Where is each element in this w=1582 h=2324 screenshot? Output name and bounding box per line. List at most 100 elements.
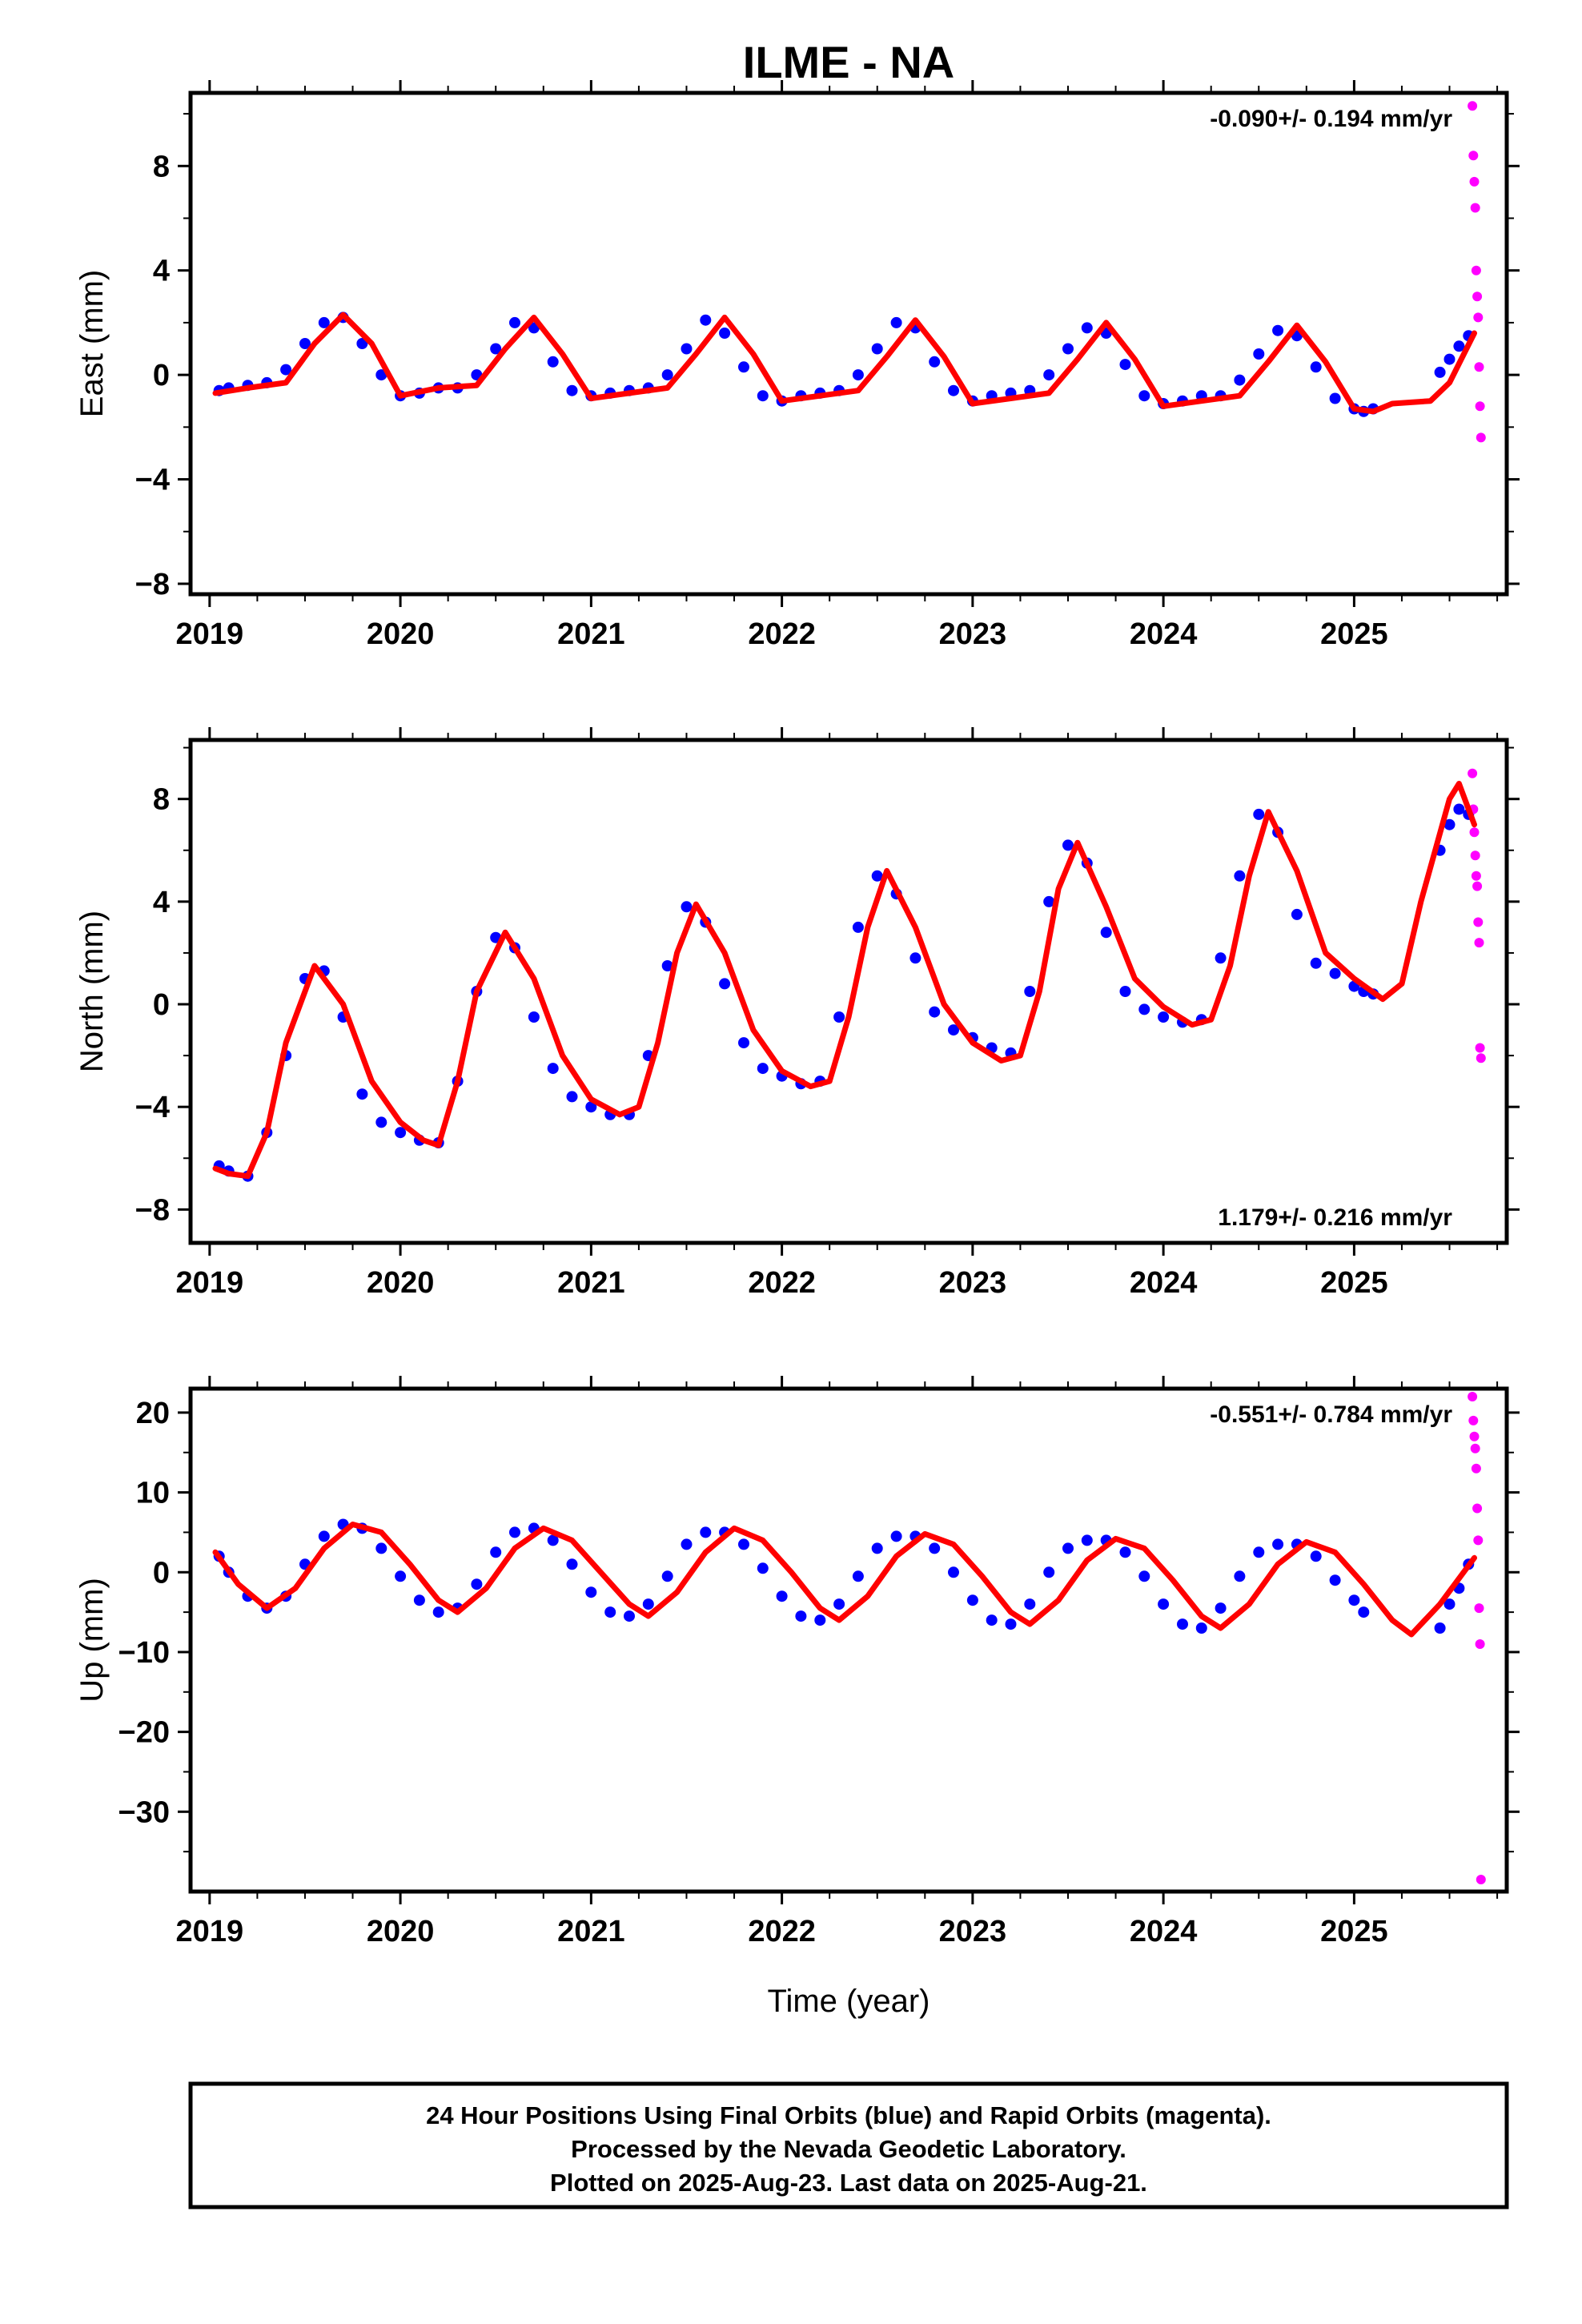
data-point <box>1453 803 1465 815</box>
data-point <box>1475 401 1485 412</box>
data-point <box>1473 1535 1484 1546</box>
data-point <box>1472 292 1483 302</box>
y-tick-label-north: −4 <box>135 1091 170 1124</box>
data-point <box>1469 176 1480 187</box>
x-tick-label-east: 2025 <box>1320 617 1388 651</box>
data-point <box>1158 1011 1170 1023</box>
x-tick-label-east: 2022 <box>748 617 816 651</box>
x-tick-label-up: 2020 <box>367 1915 435 1948</box>
plot-frame-up <box>188 1386 1509 1894</box>
data-point <box>776 1590 788 1602</box>
data-point <box>1443 818 1456 830</box>
data-point <box>833 1011 845 1023</box>
data-point <box>1470 1443 1480 1454</box>
data-point <box>681 1538 693 1550</box>
data-point <box>1434 1622 1446 1634</box>
data-point <box>1471 870 1481 881</box>
data-point <box>1005 1618 1017 1630</box>
series-rapid-orbits-up <box>1468 1392 1486 1884</box>
data-point <box>852 1570 864 1582</box>
y-tick-label-east: −8 <box>135 568 170 601</box>
chart-title: ILME - NA <box>743 37 954 87</box>
data-point <box>1476 432 1486 443</box>
data-point <box>1468 101 1478 111</box>
y-tick-label-north: 0 <box>153 988 170 1022</box>
data-point <box>1253 808 1265 820</box>
x-tick-label-north: 2024 <box>1130 1266 1198 1300</box>
data-point <box>1024 986 1036 997</box>
data-point <box>1434 366 1446 378</box>
data-point <box>585 1101 597 1113</box>
y-tick-label-up: 20 <box>136 1397 170 1430</box>
data-point <box>852 921 864 933</box>
data-point <box>1195 1622 1207 1634</box>
data-point <box>966 1594 978 1606</box>
data-point <box>432 1606 444 1618</box>
data-point <box>1468 1415 1479 1425</box>
data-point <box>1471 265 1481 275</box>
data-point <box>833 1598 845 1610</box>
data-point <box>1062 1542 1074 1554</box>
series-final-orbits-up <box>213 1518 1475 1634</box>
data-point <box>661 1570 673 1582</box>
footer-line-3: Plotted on 2025-Aug-23. Last data on 202… <box>550 2169 1147 2197</box>
data-point <box>566 1558 578 1570</box>
data-point <box>1468 768 1478 778</box>
footer-line-2: Processed by the Nevada Geodetic Laborat… <box>571 2135 1126 2163</box>
x-tick-label-up: 2019 <box>176 1915 244 1948</box>
data-point <box>1358 1606 1370 1618</box>
data-point <box>413 1594 425 1606</box>
data-point <box>395 1570 407 1582</box>
data-point <box>871 870 883 882</box>
data-point <box>375 1542 387 1554</box>
data-point <box>661 960 673 971</box>
data-point <box>375 1116 387 1128</box>
x-tick-label-north: 2025 <box>1320 1266 1388 1300</box>
data-point <box>1272 324 1284 336</box>
data-point <box>1272 1538 1284 1550</box>
data-point <box>681 343 693 355</box>
data-point <box>1453 340 1465 352</box>
data-point <box>1329 392 1341 404</box>
x-tick-label-up: 2022 <box>748 1915 816 1948</box>
data-point <box>1476 1053 1486 1063</box>
y-tick-label-up: 10 <box>136 1477 170 1510</box>
data-point <box>1473 312 1484 323</box>
data-point <box>909 952 921 964</box>
plot-frame-north <box>188 738 1509 1245</box>
data-point <box>1138 1003 1150 1015</box>
data-point <box>700 1526 712 1538</box>
data-point <box>318 316 330 328</box>
data-point <box>814 1614 826 1626</box>
y-axis-label-up: Up (mm) <box>74 1578 110 1703</box>
data-point <box>738 361 749 373</box>
series-model-north <box>212 781 1477 1180</box>
x-tick-label-up: 2025 <box>1320 1915 1388 1948</box>
data-point <box>299 338 311 349</box>
y-tick-label-north: 8 <box>153 783 170 817</box>
data-point <box>585 1586 597 1598</box>
data-point <box>871 1542 883 1554</box>
data-point <box>719 328 731 339</box>
data-point <box>1043 1566 1055 1578</box>
data-point <box>1043 895 1055 907</box>
data-point <box>375 369 387 381</box>
data-point <box>1043 369 1055 381</box>
x-tick-label-north: 2019 <box>176 1266 244 1300</box>
x-tick-label-east: 2020 <box>367 617 435 651</box>
data-point <box>661 369 673 381</box>
y-tick-label-up: 0 <box>153 1556 170 1590</box>
data-point <box>1474 362 1484 372</box>
data-point <box>1329 967 1341 979</box>
data-point <box>890 316 902 328</box>
x-tick-label-east: 2024 <box>1130 617 1198 651</box>
data-point <box>1443 1598 1456 1610</box>
x-tick-label-east: 2019 <box>176 617 244 651</box>
data-point <box>852 369 864 381</box>
data-point <box>1474 938 1484 948</box>
footer-line-1: 24 Hour Positions Using Final Orbits (bl… <box>426 2101 1271 2129</box>
footer-frame <box>188 2081 1509 2209</box>
data-point <box>1475 1639 1485 1649</box>
data-point <box>604 1606 616 1618</box>
data-point <box>1310 1550 1322 1562</box>
